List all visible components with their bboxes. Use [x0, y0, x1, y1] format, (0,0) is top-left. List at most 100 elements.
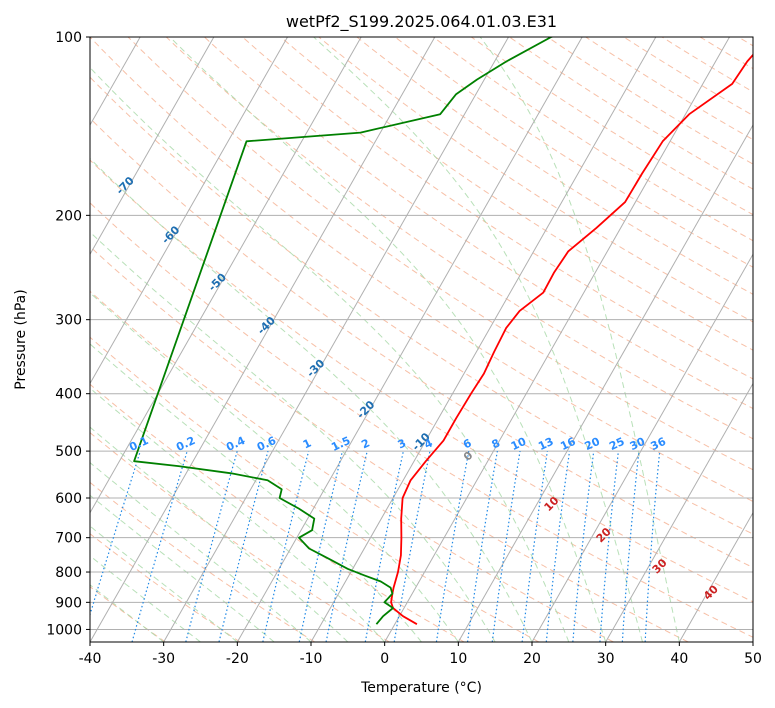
y-tick-label: 600: [55, 491, 82, 507]
mixing-ratio-line: [491, 450, 521, 642]
mixing-ratio-label: 4: [422, 436, 435, 451]
dry-adiabat: [90, 336, 540, 642]
x-tick-label: 30: [597, 651, 615, 667]
isotherm: [236, 37, 583, 642]
mixing-ratio-line: [262, 450, 310, 642]
x-tick-label: -20: [226, 651, 249, 667]
dry-adiabat: [90, 481, 315, 642]
x-tick-label: 0: [380, 651, 389, 667]
y-tick-label: 800: [55, 565, 82, 581]
dry-adiabat: [356, 37, 753, 295]
isotherm-label: -90: [16, 86, 39, 109]
mixing-ratio-line: [545, 451, 571, 642]
dry-adiabat: [394, 37, 753, 268]
x-tick-label: -30: [152, 651, 175, 667]
dry-adiabat: [90, 533, 241, 642]
y-tick-label: 400: [55, 387, 82, 403]
mixing-ratio-label: 20: [583, 435, 603, 453]
moist-adiabat: [90, 525, 238, 642]
mixing-ratio-line: [621, 451, 640, 642]
wetbulb-label: 10: [542, 494, 562, 514]
isotherm: [605, 382, 753, 642]
dry-adiabat: [242, 37, 753, 380]
mixing-ratio-line: [435, 450, 470, 642]
chart-title: wetPf2_S199.2025.064.01.03.E31: [286, 12, 557, 32]
mixing-ratio-label: 10: [509, 435, 529, 453]
x-tick-label: 10: [449, 651, 467, 667]
moist-adiabat: [169, 37, 607, 642]
mixing-ratio-line: [185, 450, 238, 642]
isotherm: [90, 37, 288, 385]
mixing-ratio-label: 36: [649, 435, 669, 453]
isotherm: [531, 253, 753, 642]
mixing-ratio-line: [90, 450, 141, 617]
mixing-ratio-line: [572, 451, 595, 642]
isotherm: [384, 37, 730, 642]
dry-adiabat: [737, 37, 753, 47]
x-tick-label: -40: [79, 651, 102, 667]
isotherm: [678, 511, 753, 642]
x-tick-label: 50: [744, 651, 762, 667]
isotherm: [0, 37, 67, 642]
mixing-ratio-label: 13: [536, 435, 555, 453]
mixing-ratio-line: [644, 451, 661, 642]
mixing-ratio-label: 3: [396, 436, 408, 451]
isotherm: [90, 37, 436, 642]
isotherm-label: -80: [67, 127, 90, 150]
mixing-ratio-label: 25: [607, 435, 626, 453]
dry-adiabat: [90, 202, 753, 638]
isotherm: [90, 37, 215, 256]
y-tick-label: 300: [55, 313, 82, 329]
isotherm: [310, 37, 657, 642]
moist-adiabat: [90, 66, 570, 642]
mixing-ratio-label: 30: [628, 435, 648, 453]
moist-adiabat: [313, 37, 643, 642]
dewpoint-profile: [133, 37, 555, 625]
dry-adiabat: [623, 37, 753, 117]
dry-adiabat: [90, 159, 753, 603]
mixing-ratio-label: 1: [301, 436, 313, 451]
temperature-profile: [390, 53, 753, 625]
x-tick-label: 40: [670, 651, 688, 667]
moist-adiabat: [479, 37, 680, 642]
mixing-ratio-line: [599, 451, 620, 642]
isotherm: [457, 124, 753, 642]
x-tick-label: -10: [300, 651, 323, 667]
dry-adiabat: [661, 37, 753, 93]
dry-adiabat: [318, 37, 753, 323]
moist-adiabat: [90, 494, 275, 642]
isotherm: [90, 37, 362, 514]
plot-frame: [89, 36, 754, 643]
y-axis-ticks: 100 200 300 400 500 600 700 800 900 1000: [46, 30, 90, 638]
dry-adiabat: [90, 245, 689, 642]
mixing-ratio-line: [298, 450, 343, 642]
dry-adiabat: [90, 76, 753, 535]
dry-adiabat: [90, 586, 166, 642]
mixing-ratio-line: [521, 451, 548, 642]
mixing-ratio-line: [218, 450, 269, 642]
line-labels: -100-90-80-70-60-50-40-30-20-100.10.20.4…: [16, 86, 721, 603]
moist-adiabat: [90, 292, 459, 642]
mixing-ratio-line: [466, 450, 498, 642]
mixing-ratio-label: 2: [359, 436, 371, 451]
mixing-ratio-label: 16: [558, 435, 578, 453]
dry-adiabat: [547, 37, 753, 165]
dry-adiabat: [90, 431, 390, 642]
dry-adiabat: [90, 117, 753, 569]
y-tick-label: 900: [55, 595, 82, 611]
sounding-series: [133, 37, 753, 625]
x-tick-label: 20: [523, 651, 541, 667]
moist-adiabat: [90, 461, 312, 642]
dry-adiabat: [90, 37, 753, 503]
y-tick-label: 500: [55, 444, 82, 460]
dry-adiabat: [90, 383, 465, 642]
dry-adiabat: [280, 37, 753, 351]
moist-adiabat: [90, 343, 422, 642]
y-tick-label: 700: [55, 531, 82, 547]
dry-adiabat: [699, 37, 753, 70]
moist-adiabat: [90, 231, 496, 642]
dry-adiabat: [509, 37, 753, 190]
moist-adiabat: [90, 157, 533, 642]
x-axis-label: Temperature (°C): [360, 680, 482, 696]
y-tick-label: 100: [55, 30, 82, 46]
